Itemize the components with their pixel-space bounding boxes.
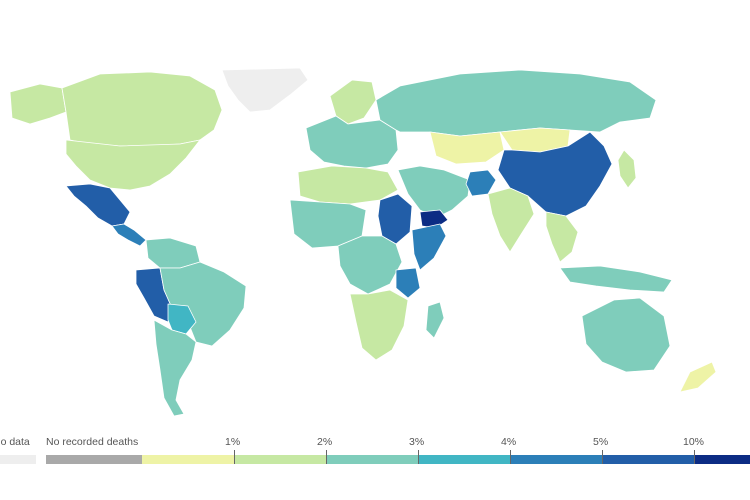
region-usa[interactable] [65, 139, 201, 191]
region-europe[interactable] [305, 115, 399, 169]
legend: No data No recorded deaths 1% 2% 3% 4% 5… [0, 428, 750, 468]
world-map-svg[interactable] [0, 66, 750, 426]
legend-label-2pct: 2% [317, 436, 333, 448]
region-kazakhstan[interactable] [429, 131, 505, 165]
legend-tick-4 [510, 450, 511, 464]
region-tanzania[interactable] [395, 267, 421, 299]
region-japan[interactable] [617, 149, 637, 189]
legend-swatch-10-plus [694, 455, 750, 464]
legend-swatch-2-3 [326, 455, 418, 464]
legend-swatch-1-2 [234, 455, 326, 464]
region-argentina[interactable] [153, 319, 197, 417]
page-header-strip [0, 0, 750, 66]
legend-tick-1 [234, 450, 235, 464]
region-alaska[interactable] [9, 83, 67, 125]
legend-tick-10 [694, 450, 695, 464]
region-russia[interactable] [375, 69, 657, 137]
legend-label-10pct: 10% [683, 436, 705, 448]
legend-swatch-no-recorded-deaths [46, 455, 142, 464]
region-australia[interactable] [581, 297, 671, 373]
legend-label-no-data: No data [0, 436, 30, 448]
region-india[interactable] [487, 187, 535, 253]
legend-swatch-4-5 [510, 455, 602, 464]
region-somalia[interactable] [411, 223, 447, 271]
region-southern-africa[interactable] [349, 289, 409, 361]
world-map[interactable] [0, 66, 750, 426]
region-middle-east[interactable] [397, 165, 471, 219]
region-north-africa[interactable] [297, 165, 399, 205]
region-madagascar[interactable] [425, 301, 445, 339]
legend-tick-2 [326, 450, 327, 464]
legend-swatch-0-1 [142, 455, 234, 464]
legend-label-no-recorded-deaths: No recorded deaths [46, 436, 139, 448]
legend-swatch-3-4 [418, 455, 510, 464]
region-southeast-asia[interactable] [545, 211, 579, 263]
region-greenland[interactable] [221, 67, 309, 113]
region-sudan[interactable] [377, 193, 413, 245]
legend-tick-3 [418, 450, 419, 464]
region-central-america[interactable] [111, 223, 147, 247]
legend-swatch-no-data [0, 455, 36, 464]
legend-label-1pct: 1% [225, 436, 241, 448]
region-yemen[interactable] [419, 209, 449, 229]
region-canada[interactable] [61, 71, 223, 147]
legend-label-5pct: 5% [593, 436, 609, 448]
legend-label-4pct: 4% [501, 436, 517, 448]
region-indonesia[interactable] [559, 265, 673, 293]
region-brazil[interactable] [159, 261, 247, 347]
legend-swatch-5-10 [602, 455, 694, 464]
legend-tick-5 [602, 450, 603, 464]
region-new-zealand[interactable] [679, 361, 717, 393]
legend-label-3pct: 3% [409, 436, 425, 448]
